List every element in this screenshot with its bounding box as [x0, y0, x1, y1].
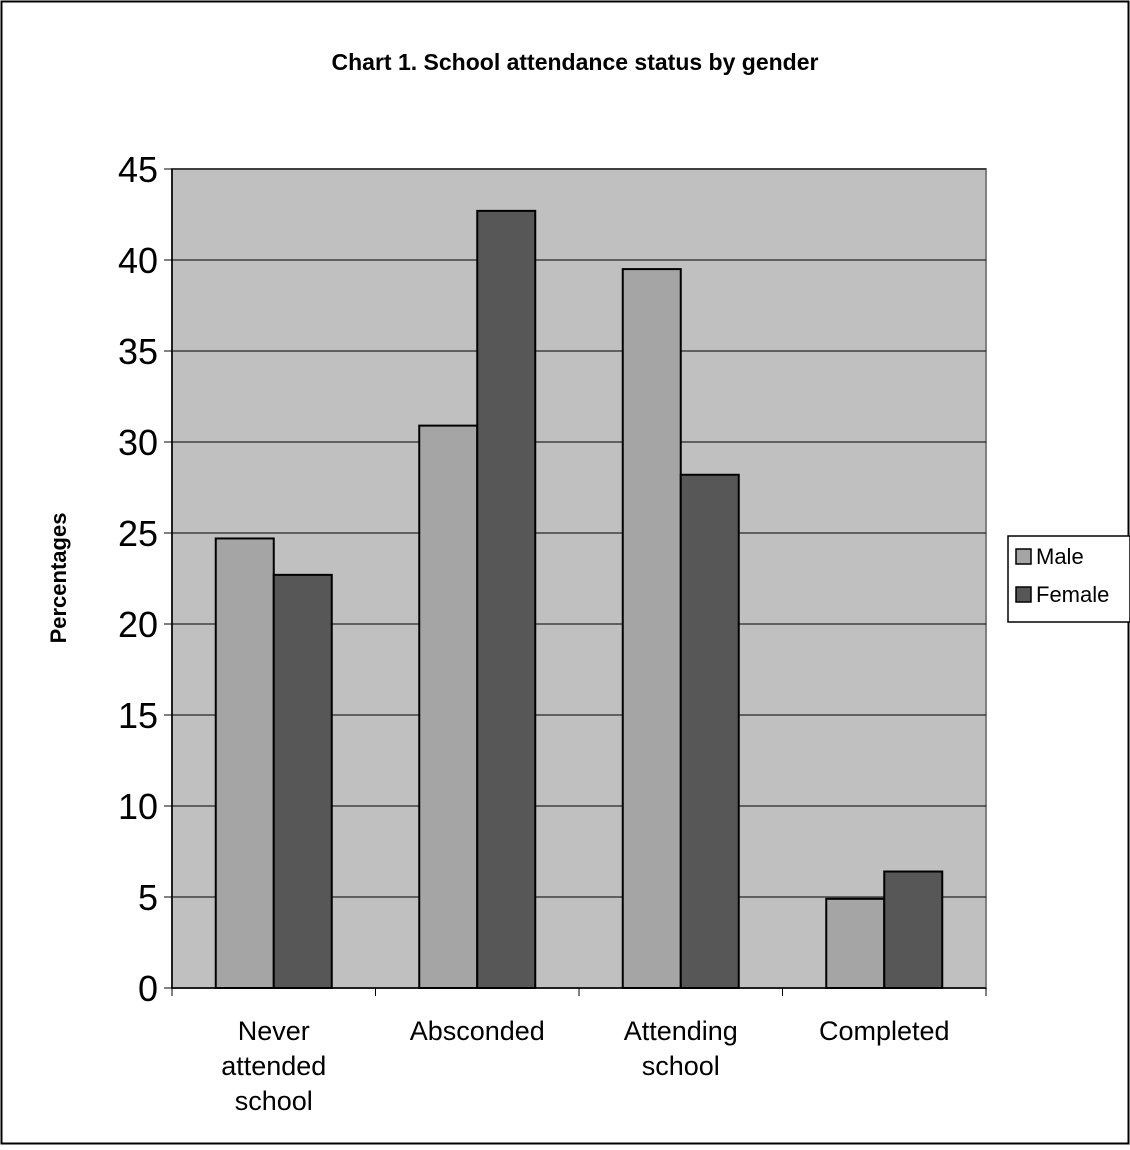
legend-swatch	[1015, 548, 1032, 565]
y-tick-label: 25	[118, 513, 158, 554]
bar-male	[418, 424, 479, 989]
y-tick-label: 5	[138, 877, 158, 918]
legend: Male Female	[1007, 535, 1130, 623]
x-tick-label: Absconded	[410, 1016, 545, 1046]
bar-male	[621, 268, 682, 990]
y-tick-label: 35	[118, 331, 158, 372]
bar-male	[825, 897, 886, 990]
legend-label: Female	[1036, 582, 1109, 607]
legend-label: Male	[1036, 544, 1084, 569]
x-tick-label: attended	[221, 1051, 326, 1081]
bar-female	[679, 473, 740, 989]
plot-area: 0 5 10 15 20 25 30 35 40 45 Never attended school Abs…	[118, 149, 987, 1116]
y-tick-label: 30	[118, 422, 158, 463]
x-tick-label: school	[235, 1086, 313, 1116]
bar-female	[272, 573, 333, 989]
x-tick-label: Completed	[819, 1016, 950, 1046]
legend-swatch	[1015, 586, 1032, 603]
y-tick-label: 15	[118, 695, 158, 736]
bar-male	[214, 537, 275, 990]
y-tick-label: 45	[118, 149, 158, 190]
x-tick-label: Never	[238, 1016, 310, 1046]
y-tick-label: 10	[118, 786, 158, 827]
x-tick-label: Attending	[624, 1016, 738, 1046]
y-tick-label: 40	[118, 240, 158, 281]
bar-female	[883, 870, 944, 990]
y-tick-label: 0	[138, 968, 158, 1009]
x-tick-label: school	[642, 1051, 720, 1081]
bar-female	[476, 209, 537, 990]
chart-title: Chart 1. School attendance status by gen…	[332, 49, 819, 75]
y-tick-label: 20	[118, 604, 158, 645]
y-axis-label: Percentages	[46, 513, 71, 644]
